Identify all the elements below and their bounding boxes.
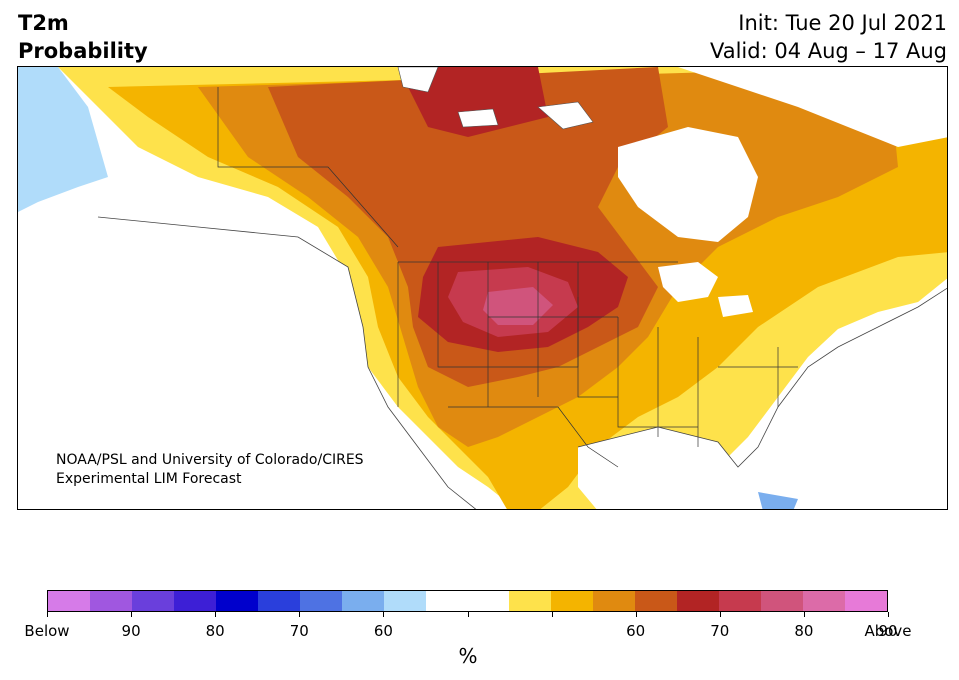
colorbar-tick-label: 60 bbox=[373, 622, 393, 640]
colorbar-segment bbox=[131, 591, 174, 611]
colorbar-tick bbox=[635, 612, 637, 617]
colorbar-segment bbox=[89, 591, 132, 611]
colorbar-segment bbox=[845, 591, 888, 611]
colorbar-units: % bbox=[458, 644, 478, 668]
colorbar-tick bbox=[47, 612, 48, 617]
colorbar-tick bbox=[215, 612, 217, 617]
colorbar-segment bbox=[173, 591, 216, 611]
gulf-of-mexico bbox=[578, 427, 738, 509]
alaska-cool-region bbox=[18, 67, 108, 212]
hudson-bay bbox=[618, 127, 758, 242]
date-block: Init: Tue 20 Jul 2021 Valid: 04 Aug – 17… bbox=[710, 9, 947, 65]
colorbar-segment bbox=[593, 591, 636, 611]
colorbar-tick-label: 70 bbox=[289, 622, 309, 640]
colorbar-tick-label: 60 bbox=[626, 622, 646, 640]
colorbar-segment bbox=[299, 591, 342, 611]
prob-band-85 bbox=[483, 287, 553, 325]
colorbar-segment bbox=[257, 591, 300, 611]
title-variable: T2m bbox=[18, 11, 69, 35]
colorbar-tick bbox=[383, 612, 385, 617]
colorbar-tick bbox=[131, 612, 133, 617]
colorbar-segment bbox=[509, 591, 552, 611]
colorbar-tick bbox=[299, 612, 301, 617]
great-lakes bbox=[658, 262, 753, 317]
caribbean-cool-region bbox=[758, 492, 798, 509]
colorbar-segment bbox=[341, 591, 384, 611]
colorbar-segment bbox=[467, 591, 510, 611]
title-block: T2m Probability bbox=[18, 9, 148, 65]
colorbar-tick-label: 80 bbox=[794, 622, 814, 640]
atlantic-ocean bbox=[739, 367, 947, 509]
coastline bbox=[97, 216, 947, 509]
colorbar-tick bbox=[467, 612, 469, 617]
colorbar-segment bbox=[761, 591, 804, 611]
colorbar-segment bbox=[677, 591, 720, 611]
pacific-ocean bbox=[18, 212, 476, 509]
arctic-water bbox=[678, 67, 947, 147]
valid-range: Valid: 04 Aug – 17 Aug bbox=[709, 39, 947, 63]
credit-product: Experimental LIM Forecast bbox=[56, 471, 242, 487]
map-canvas bbox=[18, 67, 947, 509]
colorbar-segment bbox=[551, 591, 594, 611]
colorbar-tick bbox=[888, 612, 889, 617]
init-date: Init: Tue 20 Jul 2021 bbox=[738, 11, 947, 35]
colorbar-tick bbox=[803, 612, 805, 617]
colorbar-segment bbox=[215, 591, 258, 611]
credit-block: NOAA/PSL and University of Colorado/CIRE… bbox=[56, 451, 364, 489]
arctic-islands bbox=[397, 67, 594, 130]
colorbar-tick-label: 80 bbox=[205, 622, 225, 640]
forecast-map: NOAA/PSL and University of Colorado/CIRE… bbox=[17, 66, 948, 510]
credit-institution: NOAA/PSL and University of Colorado/CIRE… bbox=[56, 452, 364, 468]
title-metric: Probability bbox=[18, 39, 148, 63]
colorbar-segment bbox=[719, 591, 762, 611]
colorbar-segment bbox=[383, 591, 426, 611]
colorbar-tick-label: Below bbox=[24, 622, 70, 640]
colorbar-segment bbox=[803, 591, 846, 611]
colorbar-tick bbox=[551, 612, 553, 617]
colorbar-tick bbox=[719, 612, 721, 617]
political-borders bbox=[217, 87, 798, 468]
colorbar-segment bbox=[635, 591, 678, 611]
colorbar-segment bbox=[425, 591, 468, 611]
colorbar-tick-label: Above bbox=[864, 622, 912, 640]
probability-colorbar bbox=[47, 590, 888, 612]
colorbar-tick-label: 70 bbox=[710, 622, 730, 640]
colorbar-segment bbox=[48, 591, 90, 611]
colorbar-tick-label: 90 bbox=[878, 622, 898, 640]
colorbar-tick-label: 90 bbox=[121, 622, 141, 640]
